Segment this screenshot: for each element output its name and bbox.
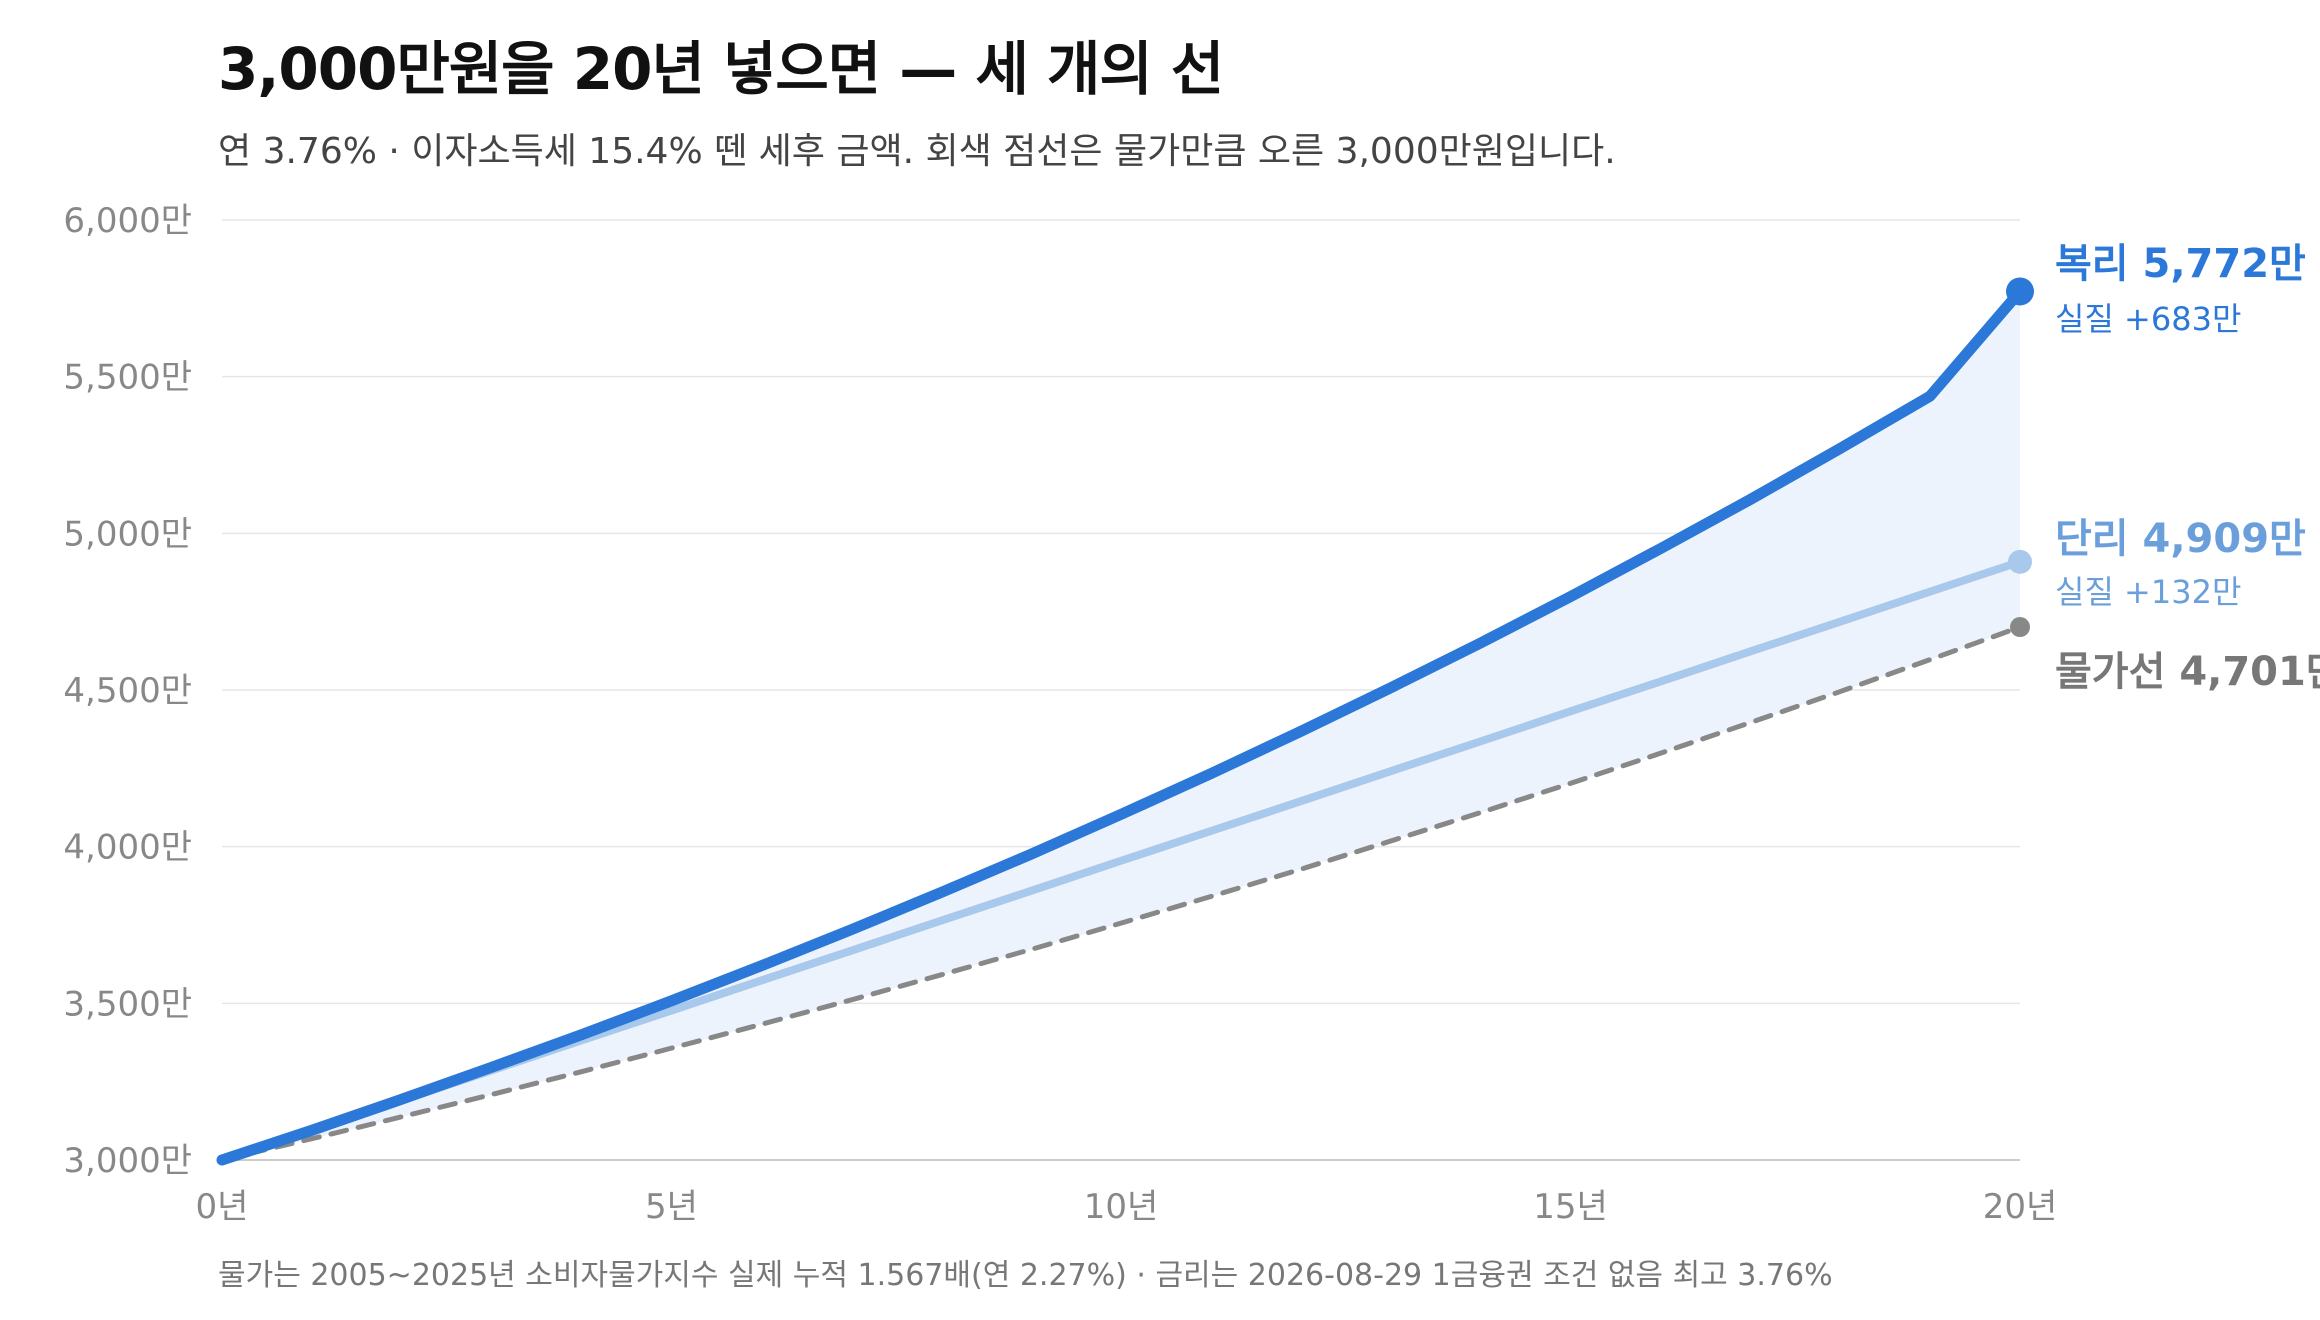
x-tick-label: 10년 [1084, 1187, 1159, 1227]
y-tick-label: 4,000만 [63, 828, 192, 868]
end-label-복리: 복리 5,772만 [2055, 241, 2306, 287]
chart-title: 3,000만원을 20년 넣으면 — 세 개의 선 [218, 35, 1224, 103]
series-lines [216, 277, 2034, 1166]
end-label-물가선: 물가선 4,701만 [2055, 649, 2320, 695]
y-tick-label: 5,500만 [63, 358, 192, 398]
y-tick-label: 4,500만 [63, 671, 192, 711]
chart-subtitle: 연 3.76% · 이자소득세 15.4% 뗀 세후 금액. 회색 점선은 물가… [218, 131, 1616, 172]
series-line-물가선 [219, 624, 2023, 1163]
y-tick-label: 3,000만 [63, 1141, 192, 1181]
end-point-단리 [2008, 549, 2032, 574]
x-tick-label: 15년 [1533, 1187, 1608, 1227]
end-label-단리: 단리 4,909만 [2055, 516, 2306, 562]
y-tick-label: 6,000만 [63, 201, 192, 241]
x-tick-label: 20년 [1983, 1187, 2058, 1227]
y-tick-label: 3,500만 [63, 984, 192, 1024]
x-axis-ticks: 0년 5년 10년 15년 20년 [196, 1187, 2058, 1227]
end-point-물가선 [2010, 617, 2030, 638]
area-fill [222, 291, 2020, 1160]
y-tick-label: 5,000만 [63, 514, 192, 554]
x-tick-label: 5년 [645, 1187, 698, 1227]
series-line-복리 [216, 285, 2026, 1166]
end-sublabel-단리: 실질 +132만 [2055, 573, 2241, 611]
end-sublabel-복리: 실질 +683만 [2055, 300, 2241, 338]
x-tick-label: 0년 [196, 1187, 249, 1227]
chart-footnote: 물가는 2005~2025년 소비자물가지수 실제 누적 1.567배(연 2.… [218, 1258, 1833, 1293]
y-axis-ticks: 3,000만 3,500만 4,000만 4,500만 5,000만 5,500만 6,00… [63, 201, 192, 1181]
end-point-복리 [2006, 277, 2034, 306]
